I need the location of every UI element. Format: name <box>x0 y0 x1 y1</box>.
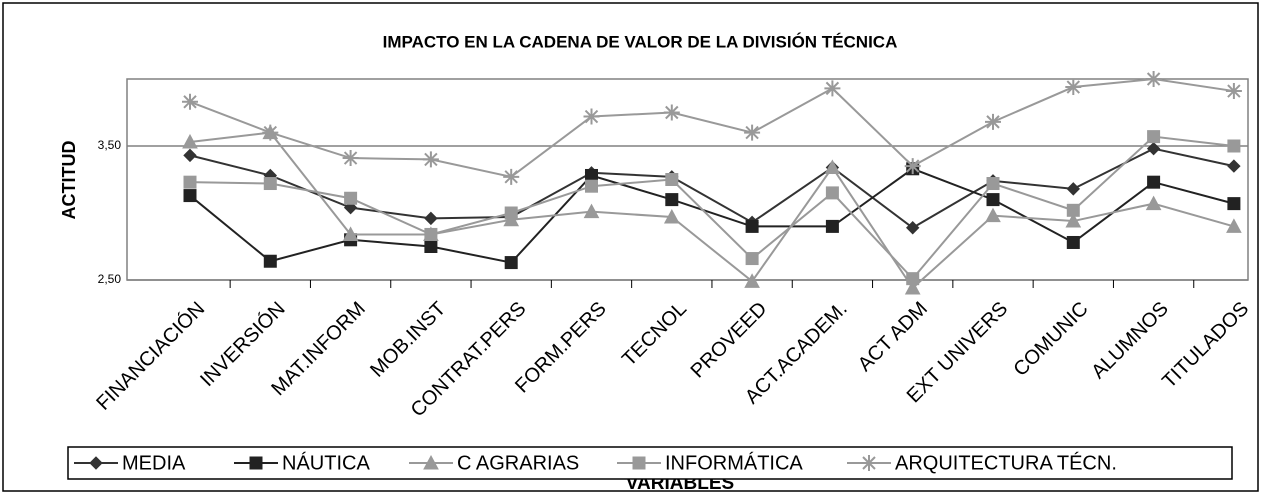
y-tick-label: 3,50 <box>98 138 122 152</box>
chart-frame <box>2 2 1259 492</box>
data-point <box>665 193 679 207</box>
data-point <box>504 206 518 220</box>
data-point <box>1065 79 1082 96</box>
data-point <box>583 108 600 125</box>
data-point <box>1227 197 1241 211</box>
data-point <box>183 189 197 203</box>
series-line <box>189 131 1235 290</box>
legend-label: INFORMÁTICA <box>665 451 803 474</box>
legend-marker <box>89 456 103 470</box>
data-point <box>1226 218 1242 233</box>
legend-marker <box>249 456 263 470</box>
data-point <box>1145 71 1162 87</box>
data-point <box>504 256 518 270</box>
data-point <box>424 211 438 226</box>
data-point <box>906 272 920 286</box>
data-point <box>183 148 197 163</box>
data-point <box>585 168 598 182</box>
data-point <box>183 175 197 189</box>
data-point <box>824 80 841 97</box>
data-point <box>262 124 279 141</box>
data-point <box>744 124 761 141</box>
data-point <box>1227 139 1241 153</box>
data-point <box>1147 130 1161 144</box>
data-point <box>182 133 198 149</box>
data-point <box>824 159 841 174</box>
data-point <box>263 254 277 268</box>
series-line <box>189 167 1235 264</box>
data-point <box>825 186 839 200</box>
series-line <box>189 135 1235 281</box>
legend-label: ARQUITECTURA TÉCN. <box>895 451 1117 474</box>
data-point <box>342 150 359 167</box>
data-point <box>1066 235 1080 249</box>
data-point <box>263 177 277 191</box>
data-point <box>344 191 358 205</box>
legend-label: NÁUTICA <box>282 451 370 474</box>
data-point <box>745 252 759 266</box>
data-point <box>904 158 921 175</box>
data-point <box>825 219 839 233</box>
data-point <box>745 219 759 233</box>
data-point <box>1065 212 1082 228</box>
data-point <box>1225 83 1242 100</box>
data-point <box>905 221 920 235</box>
data-point <box>1227 159 1241 173</box>
y-axis-title: ACTITUD <box>59 141 79 220</box>
legend-marker <box>632 456 646 470</box>
legend-label: MEDIA <box>122 452 186 474</box>
data-point <box>744 273 760 288</box>
series-line <box>189 147 1235 229</box>
data-point <box>986 177 1000 191</box>
data-point <box>182 93 198 110</box>
data-point <box>1147 175 1161 189</box>
data-point <box>904 279 921 295</box>
data-point <box>663 208 680 224</box>
legend-marker <box>423 454 439 470</box>
legend-label: C AGRARIAS <box>457 452 579 474</box>
data-point <box>1066 203 1080 217</box>
y-tick-label: 2,50 <box>98 272 122 286</box>
data-point <box>985 207 1001 223</box>
data-point <box>1066 182 1081 196</box>
data-point <box>1146 141 1161 156</box>
data-point <box>665 173 679 186</box>
data-point <box>986 193 1000 207</box>
data-point <box>503 168 520 185</box>
data-point <box>583 203 600 219</box>
chart-title: IMPACTO EN LA CADENA DE VALOR DE LA DIVI… <box>383 32 898 51</box>
data-point <box>985 113 1001 130</box>
data-point <box>585 179 598 193</box>
data-point <box>424 227 438 241</box>
series-line <box>189 77 1235 178</box>
legend-marker <box>861 455 877 471</box>
data-point <box>424 240 438 253</box>
data-point <box>422 151 439 168</box>
data-point <box>1145 195 1162 211</box>
data-point <box>663 104 680 121</box>
data-point <box>342 226 359 241</box>
